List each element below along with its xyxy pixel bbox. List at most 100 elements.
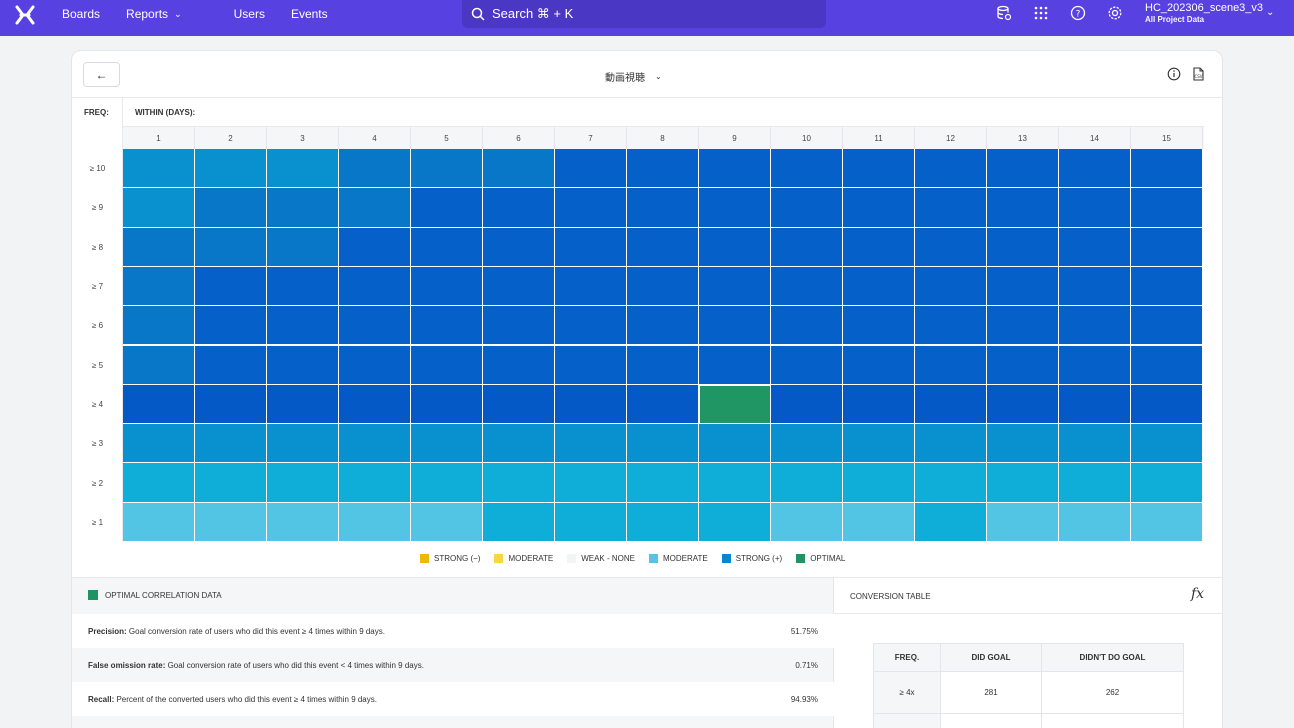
heatmap-cell[interactable]	[699, 502, 771, 542]
heatmap-cell[interactable]	[771, 463, 843, 503]
heatmap-cell[interactable]	[339, 227, 411, 267]
heatmap-cell[interactable]	[195, 188, 267, 228]
heatmap-cell[interactable]	[915, 227, 987, 267]
heatmap-cell[interactable]	[195, 502, 267, 542]
heatmap-cell[interactable]	[339, 463, 411, 503]
back-button[interactable]: ←	[83, 62, 120, 87]
heatmap-cell[interactable]	[699, 424, 771, 464]
heatmap-cell[interactable]	[123, 345, 195, 385]
heatmap-cell[interactable]	[627, 306, 699, 346]
heatmap-cell[interactable]	[843, 188, 915, 228]
heatmap-cell[interactable]	[771, 306, 843, 346]
heatmap-cell[interactable]	[195, 384, 267, 425]
database-icon[interactable]	[995, 4, 1013, 22]
heatmap-cell[interactable]	[915, 149, 987, 189]
heatmap-cell[interactable]	[123, 424, 195, 464]
heatmap-cell[interactable]	[987, 345, 1059, 385]
heatmap-cell[interactable]	[195, 463, 267, 503]
heatmap-cell[interactable]	[1059, 463, 1131, 503]
heatmap-cell[interactable]	[267, 384, 339, 425]
heatmap-cell[interactable]	[915, 266, 987, 307]
nav-users-link[interactable]: Users	[233, 7, 265, 21]
heatmap-cell[interactable]	[627, 266, 699, 307]
project-selector[interactable]: HC_202306_scene3_v3 All Project Data	[1145, 2, 1263, 26]
heatmap-cell[interactable]	[627, 424, 699, 464]
heatmap-cell[interactable]	[843, 266, 915, 307]
heatmap-cell[interactable]	[1059, 188, 1131, 228]
app-logo-icon[interactable]	[15, 5, 35, 25]
heatmap-cell[interactable]	[1131, 345, 1203, 385]
heatmap-cell[interactable]	[267, 188, 339, 228]
heatmap-cell[interactable]	[123, 306, 195, 346]
heatmap-cell[interactable]	[339, 266, 411, 307]
heatmap-cell[interactable]	[123, 227, 195, 267]
heatmap-cell[interactable]	[123, 384, 195, 425]
heatmap-cell[interactable]	[771, 266, 843, 307]
heatmap-cell[interactable]	[483, 502, 555, 542]
heatmap-cell[interactable]	[987, 463, 1059, 503]
heatmap-cell[interactable]	[339, 149, 411, 189]
heatmap-cell[interactable]	[1131, 384, 1203, 425]
heatmap-cell[interactable]	[339, 384, 411, 425]
heatmap-cell[interactable]	[195, 306, 267, 346]
heatmap-cell[interactable]	[627, 227, 699, 267]
heatmap-cell[interactable]	[267, 502, 339, 542]
heatmap-cell[interactable]	[987, 149, 1059, 189]
heatmap-cell[interactable]	[1131, 306, 1203, 346]
heatmap-cell[interactable]	[555, 149, 627, 189]
heatmap-cell[interactable]	[987, 424, 1059, 464]
heatmap-cell[interactable]	[123, 188, 195, 228]
heatmap-cell[interactable]	[627, 149, 699, 189]
heatmap-cell[interactable]	[843, 345, 915, 385]
heatmap-cell[interactable]	[339, 502, 411, 542]
heatmap-cell[interactable]	[267, 306, 339, 346]
heatmap-cell[interactable]	[699, 188, 771, 228]
heatmap-cell[interactable]	[627, 188, 699, 228]
heatmap-cell[interactable]	[987, 384, 1059, 425]
heatmap-cell[interactable]	[699, 227, 771, 267]
heatmap-cell[interactable]	[483, 149, 555, 189]
heatmap-cell[interactable]	[555, 266, 627, 307]
heatmap-cell[interactable]	[699, 306, 771, 346]
heatmap-cell[interactable]	[411, 384, 483, 425]
heatmap-cell[interactable]	[627, 502, 699, 542]
heatmap-cell[interactable]	[195, 424, 267, 464]
heatmap-cell[interactable]	[627, 345, 699, 385]
heatmap-cell[interactable]	[843, 306, 915, 346]
heatmap-cell[interactable]	[195, 345, 267, 385]
heatmap-cell[interactable]	[339, 188, 411, 228]
heatmap-cell[interactable]	[843, 424, 915, 464]
heatmap-cell[interactable]	[1059, 384, 1131, 425]
heatmap-cell[interactable]	[1131, 266, 1203, 307]
heatmap-cell[interactable]	[195, 227, 267, 267]
heatmap-cell[interactable]	[411, 227, 483, 267]
heatmap-cell[interactable]	[771, 384, 843, 425]
heatmap-cell[interactable]	[195, 266, 267, 307]
heatmap-cell[interactable]	[555, 463, 627, 503]
heatmap-cell[interactable]	[123, 502, 195, 542]
heatmap-cell[interactable]	[1059, 227, 1131, 267]
heatmap-cell[interactable]	[123, 463, 195, 503]
heatmap-cell[interactable]	[1131, 227, 1203, 267]
heatmap-cell[interactable]	[411, 188, 483, 228]
heatmap-cell[interactable]	[483, 463, 555, 503]
heatmap-cell[interactable]	[267, 266, 339, 307]
heatmap-cell[interactable]	[699, 463, 771, 503]
heatmap-cell[interactable]	[339, 345, 411, 385]
heatmap-cell[interactable]	[267, 149, 339, 189]
heatmap-cell[interactable]	[411, 345, 483, 385]
heatmap-cell[interactable]	[1059, 502, 1131, 542]
heatmap-cell[interactable]	[1131, 188, 1203, 228]
heatmap-cell[interactable]	[915, 306, 987, 346]
heatmap-cell[interactable]	[483, 188, 555, 228]
heatmap-cell[interactable]	[339, 424, 411, 464]
heatmap-cell[interactable]	[1059, 424, 1131, 464]
heatmap-cell[interactable]	[915, 188, 987, 228]
heatmap-cell[interactable]	[411, 463, 483, 503]
heatmap-cell[interactable]	[987, 227, 1059, 267]
heatmap-cell[interactable]	[771, 424, 843, 464]
heatmap-cell[interactable]	[555, 188, 627, 228]
grid-apps-icon[interactable]	[1032, 4, 1050, 22]
heatmap-cell[interactable]	[987, 266, 1059, 307]
chevron-down-icon[interactable]: ⌄	[1266, 7, 1275, 18]
